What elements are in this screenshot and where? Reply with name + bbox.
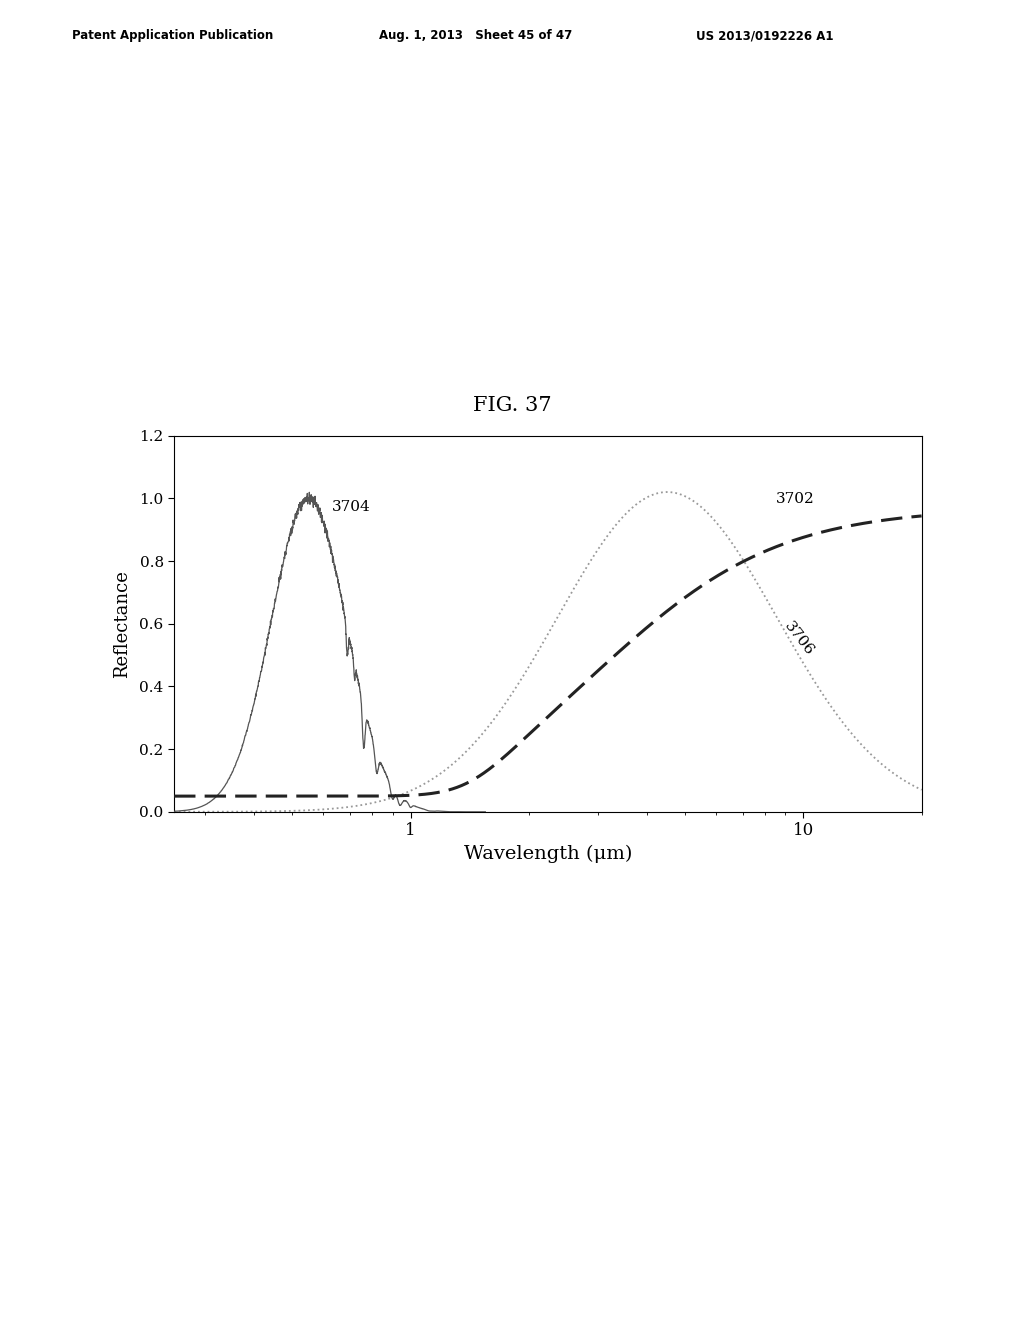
Text: Patent Application Publication: Patent Application Publication [72,29,273,42]
Text: 3702: 3702 [775,492,814,506]
Text: FIG. 37: FIG. 37 [473,396,551,414]
X-axis label: Wavelength (μm): Wavelength (μm) [464,845,632,863]
Text: 3704: 3704 [332,500,371,513]
Text: US 2013/0192226 A1: US 2013/0192226 A1 [696,29,834,42]
Y-axis label: Reflectance: Reflectance [113,570,131,677]
Text: 3706: 3706 [781,619,816,659]
Text: Aug. 1, 2013   Sheet 45 of 47: Aug. 1, 2013 Sheet 45 of 47 [379,29,572,42]
